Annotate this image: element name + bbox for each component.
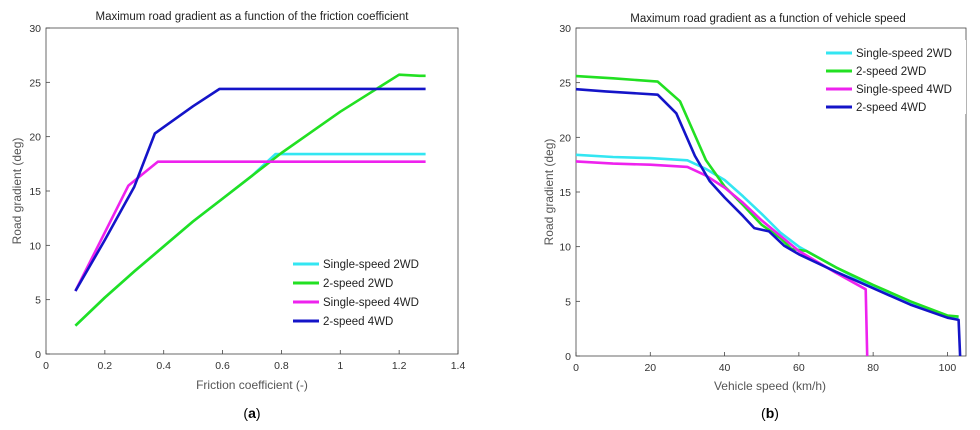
chart-a-x-tick-label: 0.2 — [98, 360, 113, 372]
chart-b-legend-label: 2-speed 2WD — [856, 66, 926, 78]
chart-a-y-tick-label: 25 — [29, 77, 41, 89]
chart-b-legend-label: 2-speed 4WD — [856, 102, 926, 114]
chart-a-x-tick-label: 0.6 — [215, 360, 230, 372]
chart-b-x-tick-label: 60 — [793, 362, 805, 374]
chart-b-x-tick-label: 100 — [939, 362, 957, 374]
chart-b-y-tick-label: 20 — [559, 132, 571, 144]
chart-b-y-axis-label: Road gradient (deg) — [542, 139, 556, 246]
chart-b-x-tick-label: 80 — [867, 362, 879, 374]
chart-a-series-line-4 — [74, 87, 426, 292]
chart-b-y-tick-label: 10 — [559, 242, 571, 254]
chart-a-legend-label: Single-speed 2WD — [323, 259, 419, 271]
chart-a-legend-box — [283, 249, 448, 327]
chart-b-caption-letter: b — [766, 405, 775, 421]
chart-a-x-tick-label: 1.2 — [392, 360, 407, 372]
chart-a-legend-label: 2-speed 4WD — [323, 316, 393, 328]
chart-b-caption: (b) — [761, 405, 779, 421]
chart-a-x-ticks: 0 0.2 0.4 0.6 0.8 1 1.2 1.4 — [43, 350, 465, 372]
chart-a-legend-label: Single-speed 4WD — [323, 297, 419, 309]
chart-b-y-ticks: 0 5 10 15 20 25 30 — [559, 23, 580, 363]
chart-b-x-ticks: 0 20 40 60 80 100 — [573, 352, 956, 374]
chart-b-series-line-1 — [575, 153, 959, 319]
chart-a-series-line-3 — [74, 160, 426, 292]
chart-a-x-tick-label: 0 — [43, 360, 49, 372]
chart-a-y-tick-label: 30 — [29, 23, 41, 35]
chart-b-legend-label: Single-speed 4WD — [856, 84, 952, 96]
chart-a-y-tick-label: 10 — [29, 240, 41, 252]
chart-b-x-tick-label: 0 — [573, 362, 579, 374]
chart-a-series-line-2 — [74, 73, 426, 327]
chart-b-legend: Single-speed 2WD 2-speed 2WD Single-speed … — [820, 40, 966, 114]
chart-b-x-tick-label: 40 — [719, 362, 731, 374]
chart-b-x-tick-label: 20 — [644, 362, 656, 374]
chart-a-caption-letter: a — [248, 405, 256, 421]
chart-b: Maximum road gradient as a function of v… — [542, 13, 967, 421]
chart-a-legend: Single-speed 2WD 2-speed 2WD Single-speed … — [283, 249, 448, 328]
chart-b-y-tick-label: 25 — [559, 78, 571, 90]
chart-a: Maximum road gradient as a function of t… — [10, 11, 465, 421]
chart-a-x-tick-label: 1 — [337, 360, 343, 372]
chart-b-series-line-2 — [575, 74, 959, 318]
chart-a-x-tick-label: 1.4 — [451, 360, 466, 372]
chart-b-y-tick-label: 5 — [565, 296, 571, 308]
chart-a-x-axis-label: Friction coefficient (-) — [196, 378, 308, 392]
chart-a-y-tick-label: 20 — [29, 132, 41, 144]
chart-b-x-axis-label: Vehicle speed (km/h) — [714, 379, 826, 393]
chart-b-y-tick-label: 30 — [559, 23, 571, 35]
chart-a-legend-label: 2-speed 2WD — [323, 278, 393, 290]
chart-a-y-tick-label: 15 — [29, 186, 41, 198]
chart-a-y-ticks: 0 5 10 15 20 25 30 — [29, 23, 50, 361]
chart-b-legend-label: Single-speed 2WD — [856, 48, 952, 60]
chart-b-series — [575, 74, 962, 357]
chart-a-x-tick-label: 0.4 — [156, 360, 171, 372]
chart-a-y-axis-label: Road gradient (deg) — [10, 138, 24, 245]
chart-a-title: Maximum road gradient as a function of t… — [95, 11, 409, 23]
chart-a-series — [74, 73, 426, 327]
chart-a-caption: (a) — [243, 405, 260, 421]
chart-b-y-tick-label: 15 — [559, 187, 571, 199]
chart-b-series-line-4 — [575, 87, 962, 357]
chart-a-y-tick-label: 0 — [35, 349, 41, 361]
chart-a-y-tick-label: 5 — [35, 295, 41, 307]
chart-b-title: Maximum road gradient as a function of v… — [630, 13, 906, 25]
chart-b-y-tick-label: 0 — [565, 351, 571, 363]
chart-a-x-tick-label: 0.8 — [274, 360, 289, 372]
